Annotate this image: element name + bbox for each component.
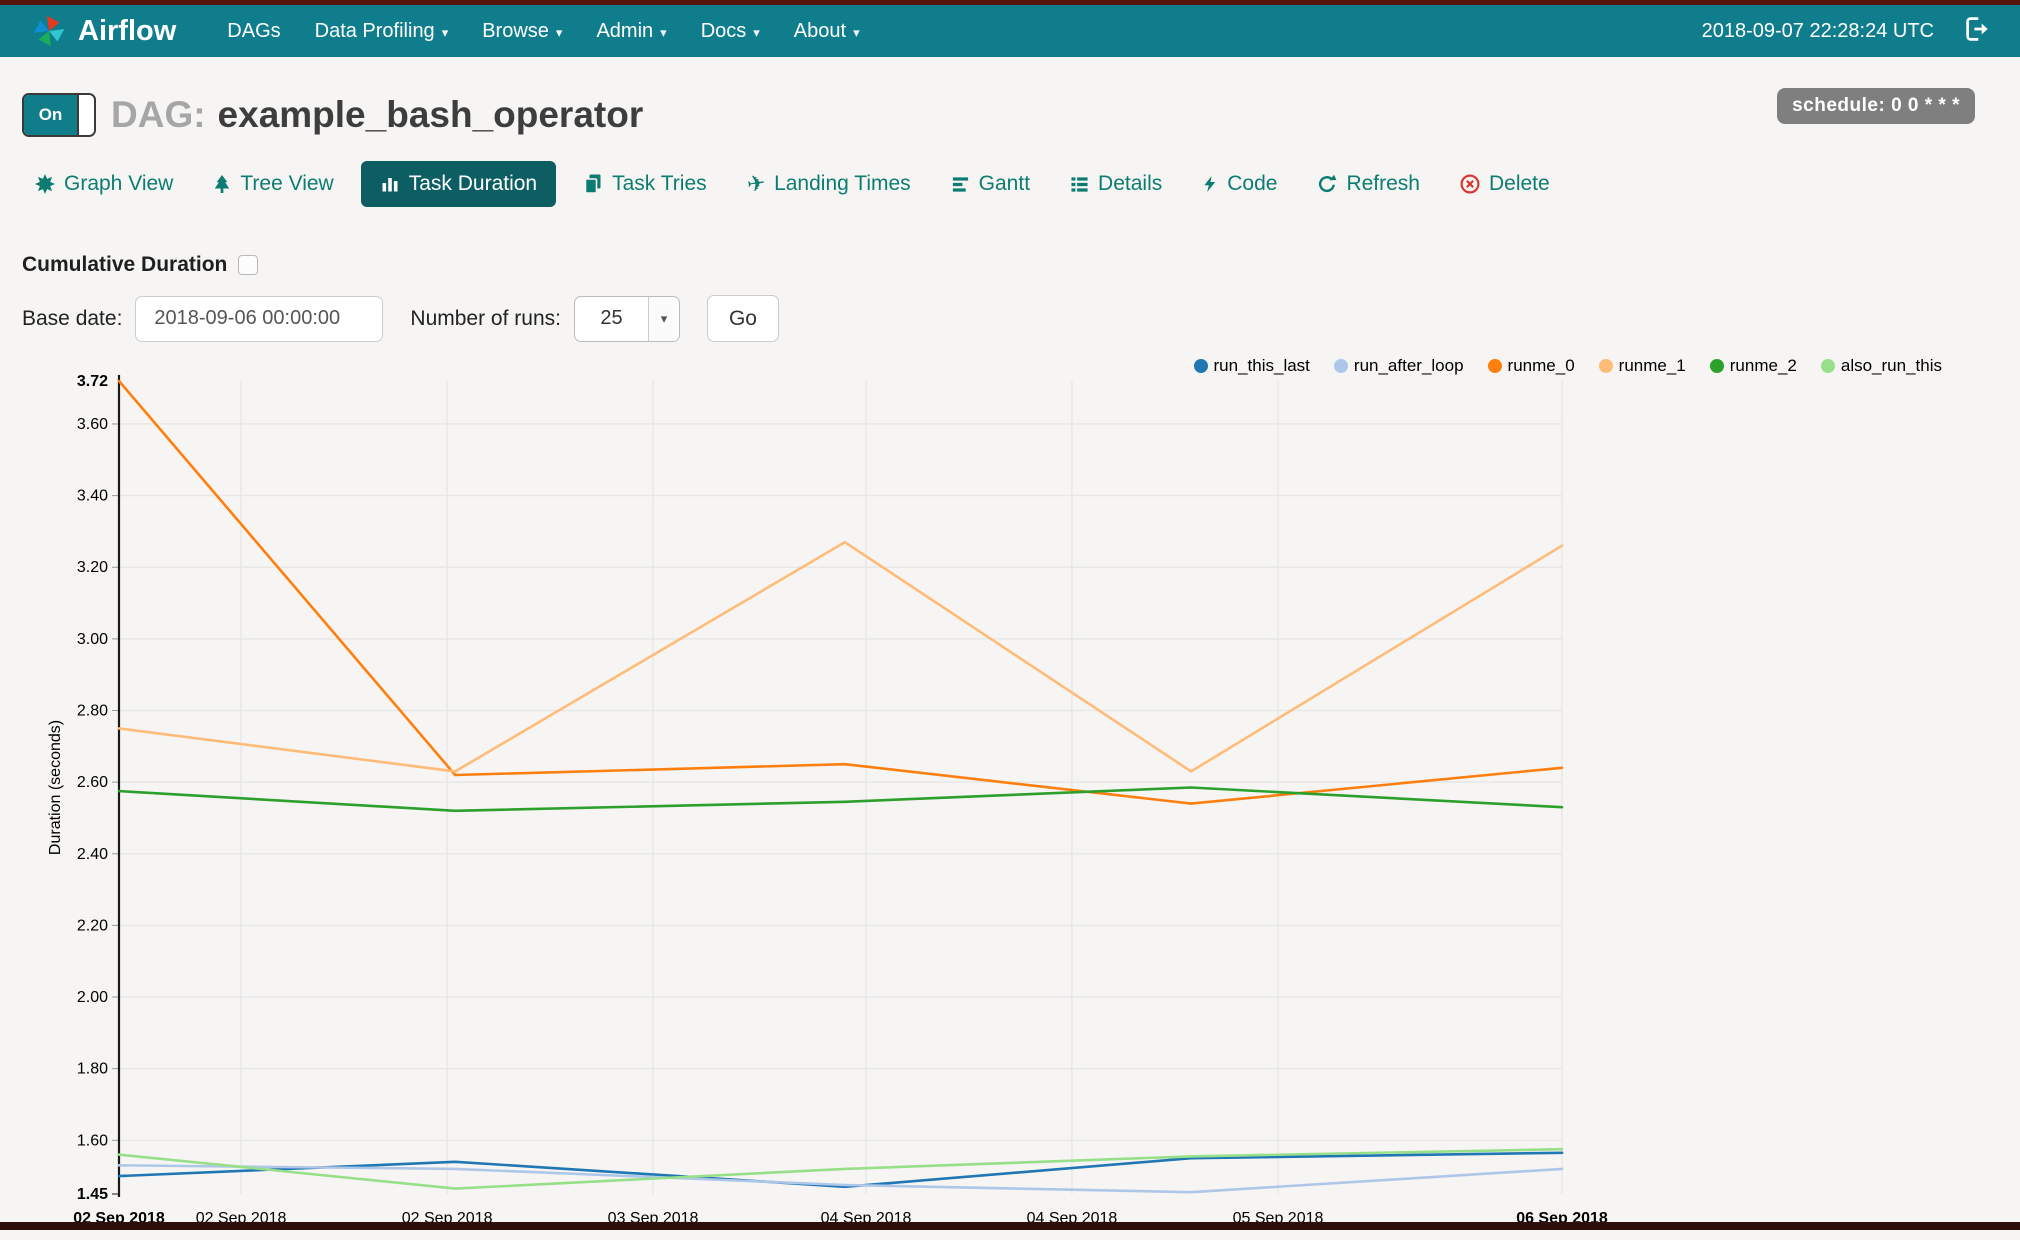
task-duration-chart-section: run_this_last run_after_loop runme_0 run… — [22, 356, 2020, 1240]
chevron-down-icon: ▾ — [853, 25, 860, 40]
flash-icon — [1202, 174, 1218, 194]
nav-item-data-profiling[interactable]: Data Profiling ▾ — [314, 19, 449, 42]
number-of-runs-select[interactable]: 25 ▾ — [573, 295, 680, 342]
remove-circle-icon — [1460, 174, 1480, 194]
chevron-down-icon: ▾ — [441, 25, 449, 40]
cumulative-duration-checkbox[interactable] — [238, 255, 259, 275]
tab-task-duration[interactable]: Task Duration — [360, 161, 557, 207]
y-tick-label: 2.00 — [77, 989, 108, 1006]
navbar: Airflow DAGs Data Profiling ▾ Browse ▾ A… — [0, 5, 2020, 57]
utc-clock: 2018-09-07 22:28:24 UTC — [1701, 19, 1934, 42]
tab-task-tries[interactable]: Task Tries — [570, 162, 720, 206]
toggle-on-label: On — [24, 95, 77, 135]
plane-icon: ✈ — [744, 169, 767, 198]
toggle-knob — [77, 95, 94, 135]
duplicate-icon — [583, 174, 603, 194]
view-tabs: Graph View Tree View Task Duration Task … — [22, 161, 2020, 207]
duration-line-chart: 3.60 3.40 3.20 3.00 2.80 2.60 2.40 2.20 2.00 1.80… — [47, 373, 1608, 1227]
refresh-icon — [1317, 174, 1337, 194]
nav-item-dags[interactable]: DAGs — [227, 19, 281, 42]
nav-brand-label: Airflow — [78, 14, 177, 47]
nav-items: DAGs Data Profiling ▾ Browse ▾ Admin ▾ D… — [210, 5, 876, 57]
chart-legend: run_this_last run_after_loop runme_0 run… — [1193, 356, 1942, 376]
dag-name: example_bash_operator — [217, 94, 644, 135]
series-line-run_after_loop — [117, 1163, 1564, 1194]
tab-gantt[interactable]: Gantt — [938, 162, 1043, 206]
y-tick-label: 3.20 — [77, 559, 108, 576]
tree-icon — [213, 174, 231, 194]
schedule-badge: schedule: 0 0 * * * — [1777, 88, 1975, 124]
burst-icon — [35, 174, 55, 194]
y-max-label: 3.72 — [77, 373, 108, 390]
nav-item-docs[interactable]: Docs ▾ — [700, 19, 760, 42]
series-line-runme_1 — [117, 540, 1564, 773]
number-of-runs-value: 25 — [600, 307, 623, 329]
dag-on-off-toggle[interactable]: On — [22, 93, 96, 137]
series-line-also_run_this — [117, 1147, 1564, 1190]
chevron-down-icon: ▾ — [753, 25, 760, 40]
base-date-label: Base date: — [22, 306, 123, 330]
tab-graph-view[interactable]: Graph View — [22, 162, 186, 206]
screen-edge-top — [0, 0, 2020, 5]
chevron-down-icon: ▾ — [555, 25, 563, 40]
y-tick-label: 2.80 — [77, 702, 108, 719]
nav-item-admin[interactable]: Admin ▾ — [596, 19, 667, 42]
airflow-logo-icon — [30, 12, 68, 50]
series-line-runme_0 — [117, 379, 1564, 805]
y-axis-title: Duration (seconds) — [47, 720, 64, 855]
align-left-icon — [951, 175, 970, 194]
nav-item-about[interactable]: About ▾ — [793, 19, 860, 42]
legend-item[interactable]: runme_2 — [1709, 356, 1797, 376]
legend-dot — [1193, 359, 1208, 373]
y-tick-label: 1.60 — [77, 1132, 108, 1149]
legend-dot — [1598, 359, 1613, 373]
screen-edge-bottom — [0, 1222, 2020, 1230]
bar-chart-icon — [380, 174, 400, 194]
y-min-label: 1.45 — [77, 1186, 108, 1203]
y-tick-label: 1.80 — [77, 1061, 108, 1078]
legend-dot — [1709, 359, 1724, 373]
chevron-down-icon: ▾ — [647, 296, 679, 341]
legend-item[interactable]: runme_0 — [1487, 356, 1575, 376]
y-tick-label: 2.40 — [77, 846, 108, 863]
y-tick-label: 2.20 — [77, 917, 108, 934]
legend-dot — [1333, 359, 1348, 373]
logout-icon[interactable] — [1964, 16, 1990, 47]
list-icon — [1070, 175, 1089, 194]
go-button[interactable]: Go — [706, 295, 779, 342]
dag-prefix: DAG: — [111, 94, 206, 135]
legend-dot — [1820, 359, 1835, 373]
base-date-input[interactable] — [135, 295, 384, 342]
nav-item-browse[interactable]: Browse ▾ — [482, 19, 563, 42]
legend-item[interactable]: also_run_this — [1820, 356, 1942, 376]
tab-delete[interactable]: Delete — [1447, 162, 1563, 206]
y-tick-label: 3.40 — [77, 488, 108, 505]
cumulative-duration-label: Cumulative Duration — [22, 253, 228, 276]
number-of-runs-label: Number of runs: — [410, 306, 561, 330]
nav-brand[interactable]: Airflow — [30, 12, 176, 50]
tab-details[interactable]: Details — [1057, 162, 1175, 206]
page-title: DAG: example_bash_operator — [111, 94, 643, 136]
series-line-runme_2 — [117, 786, 1564, 813]
tab-tree-view[interactable]: Tree View — [200, 162, 346, 206]
legend-item[interactable]: run_this_last — [1193, 356, 1310, 376]
y-tick-label: 3.00 — [77, 631, 108, 648]
tab-refresh[interactable]: Refresh — [1304, 162, 1433, 206]
y-tick-label: 2.60 — [77, 774, 108, 791]
legend-item[interactable]: run_after_loop — [1333, 356, 1464, 376]
legend-dot — [1487, 359, 1502, 373]
tab-code[interactable]: Code — [1189, 162, 1290, 206]
tab-landing-times[interactable]: ✈ Landing Times — [744, 169, 911, 198]
legend-item[interactable]: runme_1 — [1598, 356, 1686, 376]
chevron-down-icon: ▾ — [660, 25, 667, 40]
y-tick-label: 3.60 — [77, 416, 108, 433]
